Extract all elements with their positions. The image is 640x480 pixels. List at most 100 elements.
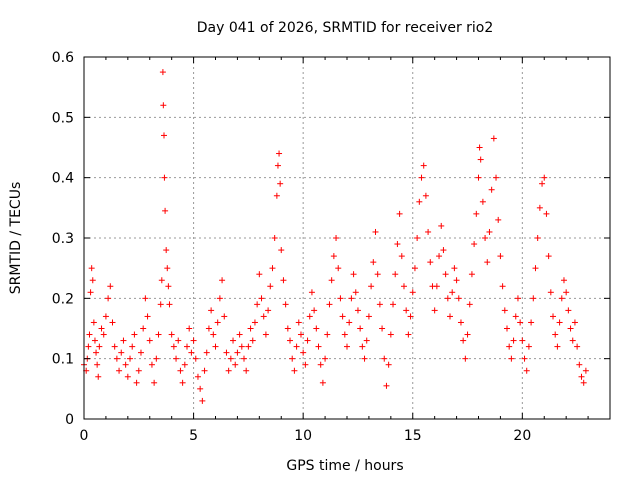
data-point: [462, 355, 469, 362]
data-point: [163, 247, 170, 254]
data-point: [155, 331, 162, 338]
data-point: [532, 265, 539, 272]
data-point: [166, 301, 173, 308]
y-tick-label: 0.4: [52, 171, 74, 187]
data-point: [168, 331, 175, 338]
data-point: [186, 325, 193, 332]
data-point: [254, 301, 261, 308]
data-point: [552, 331, 559, 338]
data-point: [411, 265, 418, 272]
x-tick-label: 20: [513, 428, 531, 444]
data-point: [302, 361, 309, 368]
y-tick-label: 0.6: [52, 50, 74, 66]
data-point: [392, 271, 399, 278]
data-point: [165, 283, 172, 290]
data-point: [541, 174, 548, 181]
data-point: [506, 343, 513, 350]
data-point: [159, 69, 166, 76]
y-tick-label: 0.5: [52, 110, 74, 126]
data-point: [278, 247, 285, 254]
data-point: [376, 301, 383, 308]
data-point: [550, 313, 557, 320]
data-point: [265, 307, 272, 314]
data-point: [116, 367, 123, 374]
data-point: [223, 349, 230, 356]
data-point: [453, 277, 460, 284]
data-point: [88, 265, 95, 272]
data-point: [124, 373, 131, 380]
data-point: [525, 343, 532, 350]
data-point: [517, 319, 524, 326]
data-point: [554, 343, 561, 350]
data-point: [400, 283, 407, 290]
data-point: [273, 192, 280, 199]
data-point: [153, 355, 160, 362]
data-point: [87, 289, 94, 296]
data-point: [414, 235, 421, 241]
x-tick-label: 5: [189, 428, 198, 444]
data-point: [427, 259, 434, 266]
data-point: [89, 277, 96, 284]
x-tick-label: 15: [404, 428, 422, 444]
data-point: [451, 265, 458, 272]
data-point: [464, 331, 471, 338]
data-point: [216, 295, 223, 302]
data-point: [574, 343, 581, 350]
data-point: [326, 301, 333, 308]
data-point: [291, 367, 298, 374]
data-point: [374, 271, 381, 278]
data-point: [403, 307, 410, 314]
data-point: [346, 319, 353, 326]
data-point: [160, 132, 167, 139]
data-point: [258, 295, 265, 302]
data-point: [582, 367, 589, 374]
data-point: [238, 343, 245, 350]
data-point: [100, 331, 107, 338]
data-point: [556, 319, 563, 326]
data-point: [221, 313, 228, 320]
data-point: [466, 301, 473, 308]
data-point: [580, 379, 587, 386]
data-point: [479, 198, 486, 205]
data-point: [405, 331, 412, 338]
data-point: [449, 289, 456, 296]
data-point: [90, 319, 97, 326]
data-point: [129, 343, 136, 350]
data-point: [473, 210, 480, 217]
x-axis-label: GPS time / hours: [286, 458, 403, 474]
data-point: [501, 307, 508, 314]
data-point: [563, 289, 570, 296]
data-point: [188, 349, 195, 356]
data-point: [269, 265, 276, 272]
data-point: [348, 295, 355, 302]
data-point: [245, 343, 252, 350]
data-point: [243, 367, 250, 374]
data-point: [457, 319, 464, 326]
data-point: [251, 319, 258, 326]
data-point: [407, 313, 414, 320]
data-point: [488, 186, 495, 193]
data-point: [205, 325, 212, 332]
data-point: [436, 253, 443, 260]
data-point: [111, 343, 118, 350]
data-point: [297, 331, 304, 338]
y-tick-label: 0: [65, 412, 74, 428]
data-point: [219, 277, 226, 284]
data-point: [197, 385, 204, 392]
data-point: [170, 343, 177, 350]
data-point: [287, 337, 294, 344]
x-tick-label: 10: [294, 428, 312, 444]
data-point: [158, 277, 165, 284]
data-point: [322, 355, 329, 362]
data-point: [519, 337, 526, 344]
data-point: [571, 319, 578, 326]
data-point: [192, 355, 199, 362]
data-point: [442, 271, 449, 278]
data-point: [181, 361, 188, 368]
data-point: [93, 349, 100, 356]
data-point: [256, 271, 263, 278]
data-point: [240, 355, 247, 362]
x-axis-ticks: 0 5 10 15 20: [80, 57, 589, 444]
data-point: [363, 337, 370, 344]
